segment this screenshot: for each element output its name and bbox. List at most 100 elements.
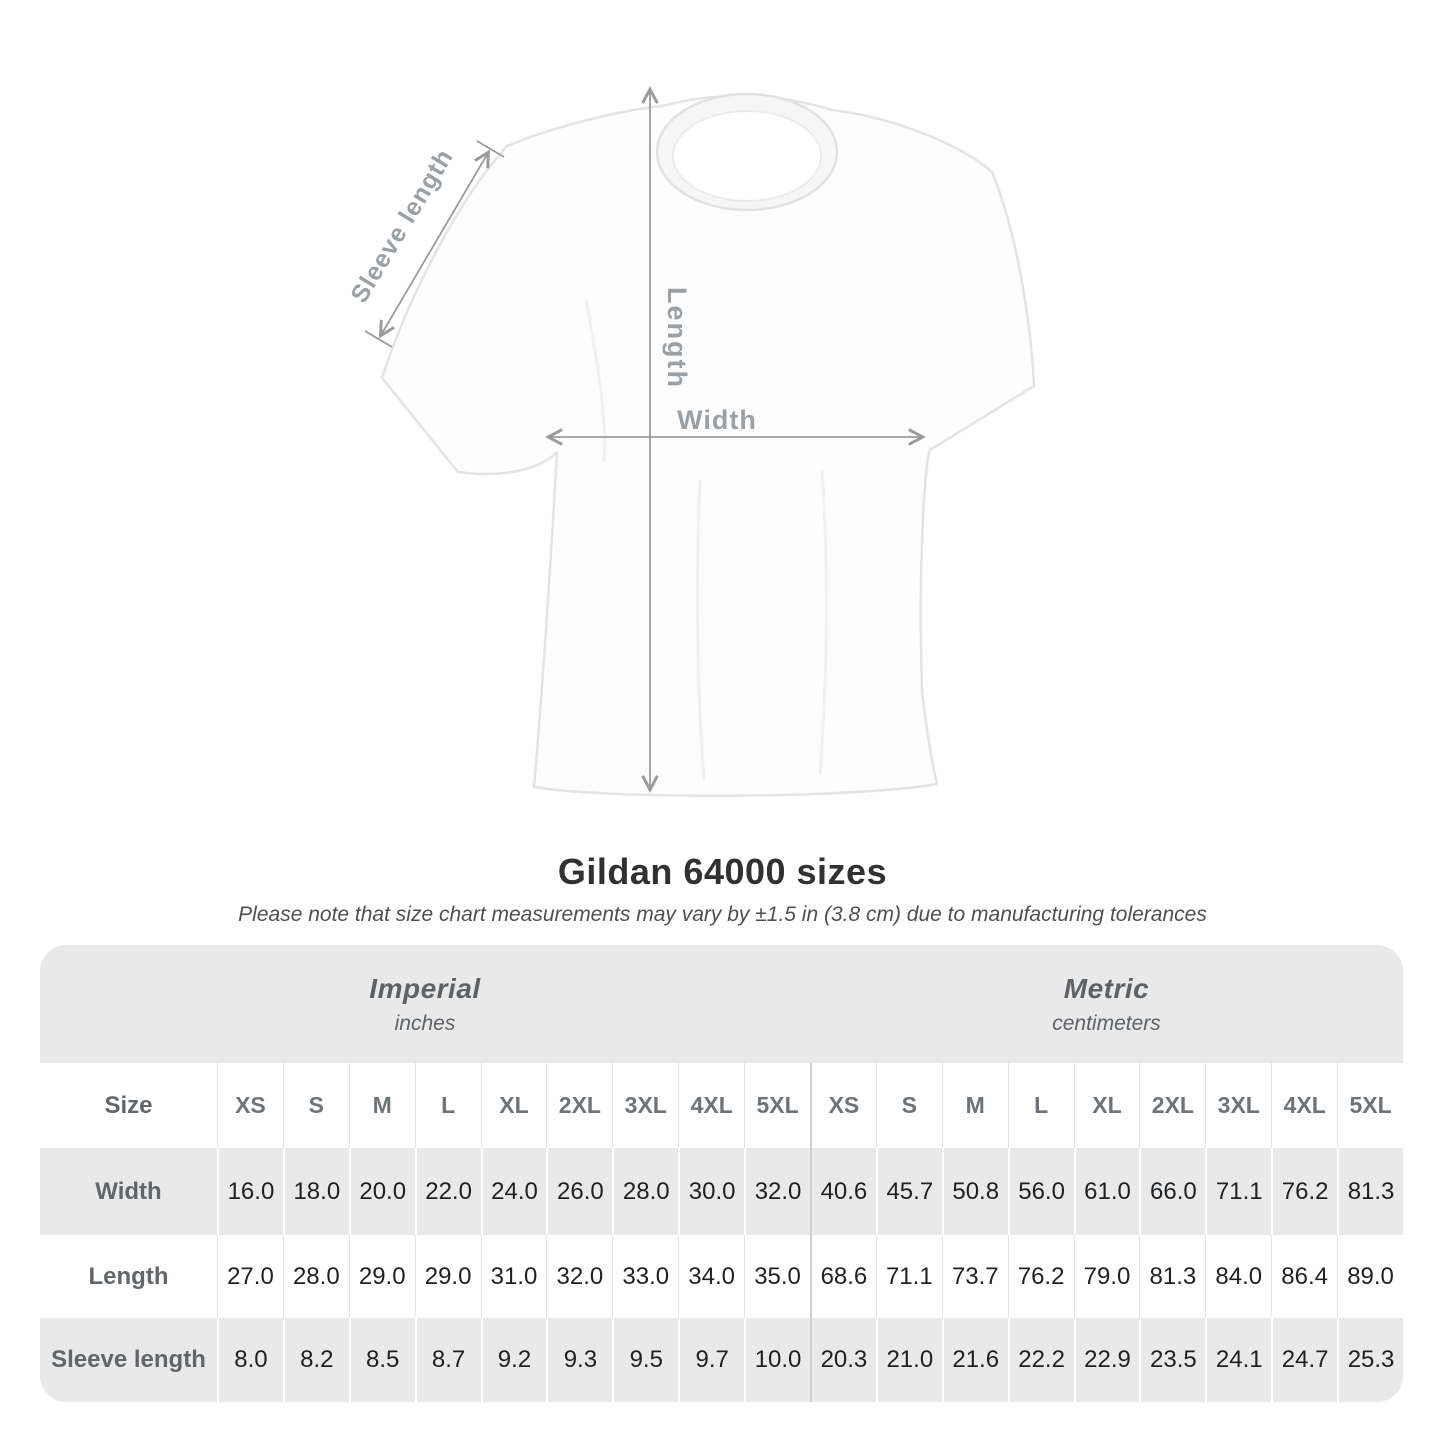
length-metric-s: 71.1 [875,1235,942,1318]
width-imperial-xs: 16.0 [217,1148,283,1235]
metric-label: Metric [1063,972,1150,1004]
collar-inner [672,110,822,202]
length-imperial-4xl: 34.0 [678,1235,744,1318]
width-imperial-s: 18.0 [282,1148,349,1235]
size-col-xs-imperial: XS [217,1063,283,1148]
tshirt-measurement-diagram: Length Width Sleeve length [330,55,1090,855]
size-col-m-imperial: M [348,1063,415,1148]
length-label: Length [662,287,692,389]
size-col-s-imperial: S [282,1063,349,1148]
size-col-xs-metric: XS [809,1063,876,1148]
length-imperial-2xl: 32.0 [546,1235,612,1318]
width-metric-4xl: 76.2 [1271,1148,1337,1235]
size-col-4xl-imperial: 4XL [678,1063,744,1148]
tshirt-illustration [380,92,1036,797]
length-metric-5xl: 89.0 [1337,1235,1403,1318]
width-imperial-xl: 24.0 [480,1148,547,1235]
width-imperial-3xl: 28.0 [612,1148,678,1235]
width-metric-xs: 40.6 [809,1148,876,1235]
length-imperial-l: 29.0 [414,1235,481,1318]
table-row-size-header: Size XS S M L XL 2XL 3XL 4XL 5XL XS S M L XL 2XL 3XL 4XL 5… [40,1063,1403,1148]
length-metric-l: 76.2 [1007,1235,1074,1318]
size-col-m-metric: M [941,1063,1008,1148]
fold-line [695,479,706,781]
length-imperial-m: 29.0 [348,1235,415,1318]
metric-group-header: Metric centimeters [810,945,1403,1063]
table-row-sleeve-length: Sleeve length 8.0 8.2 8.5 8.7 9.2 9.3 9.5 9.7 10.… [40,1318,1403,1402]
length-metric-2xl: 81.3 [1139,1235,1205,1318]
sleeve-length-metric-m: 21.6 [941,1318,1008,1402]
imperial-group-header: Imperial inches [40,945,810,1063]
width-metric-xl: 61.0 [1073,1148,1140,1235]
length-imperial-5xl: 35.0 [744,1235,810,1318]
size-col-2xl-imperial: 2XL [546,1063,612,1148]
width-imperial-m: 20.0 [348,1148,415,1235]
size-col-s-metric: S [875,1063,942,1148]
size-chart-title: Gildan 64000 sizes [557,851,888,892]
length-metric-3xl: 84.0 [1205,1235,1271,1318]
sleeve-length-row-label: Sleeve length [51,1346,206,1373]
size-col-4xl-metric: 4XL [1271,1063,1337,1148]
sleeve-length-metric-3xl: 24.1 [1205,1318,1271,1402]
size-table: Imperial inches Metric centimeters Size X… [40,945,1403,1402]
sleeve-arrow-end-tick [476,140,505,158]
sleeve-length-metric-s: 21.0 [875,1318,942,1402]
sleeve-length-imperial-2xl: 9.3 [546,1318,612,1402]
width-imperial-5xl: 32.0 [744,1148,810,1235]
sleeve-length-imperial-xl: 9.2 [480,1318,547,1402]
sleeve-length-imperial-s: 8.2 [282,1318,349,1402]
length-imperial-xl: 31.0 [480,1235,547,1318]
metric-unit: centimeters [1052,1011,1161,1035]
width-metric-s: 45.7 [875,1148,942,1235]
sleeve-length-imperial-l: 8.7 [414,1318,481,1402]
size-col-l-metric: L [1007,1063,1074,1148]
imperial-label: Imperial [369,972,481,1004]
fold-line [584,299,607,463]
sleeve-length-imperial-xs: 8.0 [217,1318,283,1402]
size-col-xl-imperial: XL [480,1063,547,1148]
size-col-5xl-imperial: 5XL [744,1063,810,1148]
sleeve-length-arrow [381,153,488,335]
sleeve-length-metric-4xl: 24.7 [1271,1318,1337,1402]
tshirt-body [380,94,1036,797]
sleeve-length-metric-l: 22.2 [1007,1318,1074,1402]
width-row-label: Width [95,1177,162,1205]
sleeve-length-imperial-5xl: 10.0 [744,1318,810,1402]
tolerance-note: Please note that size chart measurements… [238,903,1207,926]
fold-line [818,469,828,776]
length-metric-xs: 68.6 [809,1235,876,1318]
dimension-arrows [364,90,922,789]
sleeve-length-imperial-4xl: 9.7 [678,1318,744,1402]
length-row-label: Length [88,1262,169,1290]
unit-group-band: Imperial inches Metric centimeters [40,945,1403,1063]
sleeve-length-imperial-m: 8.5 [348,1318,415,1402]
width-metric-5xl: 81.3 [1337,1148,1403,1235]
width-imperial-2xl: 26.0 [546,1148,612,1235]
size-row-header: Size [104,1091,153,1119]
sleeve-length-imperial-3xl: 9.5 [612,1318,678,1402]
width-imperial-4xl: 30.0 [678,1148,744,1235]
imperial-unit: inches [394,1011,456,1035]
width-metric-3xl: 71.1 [1205,1148,1271,1235]
width-metric-2xl: 66.0 [1139,1148,1205,1235]
size-table-body: Size XS S M L XL 2XL 3XL 4XL 5XL XS S M L XL 2XL 3XL 4XL 5… [40,1063,1403,1402]
size-col-2xl-metric: 2XL [1139,1063,1205,1148]
width-label: Width [677,405,757,435]
length-metric-m: 73.7 [941,1235,1008,1318]
sleeve-length-metric-5xl: 25.3 [1337,1318,1403,1402]
width-metric-m: 50.8 [941,1148,1008,1235]
size-col-3xl-imperial: 3XL [612,1063,678,1148]
length-imperial-xs: 27.0 [217,1235,283,1318]
length-metric-xl: 79.0 [1073,1235,1140,1318]
size-col-3xl-metric: 3XL [1205,1063,1271,1148]
length-imperial-s: 28.0 [282,1235,349,1318]
size-col-l-imperial: L [414,1063,481,1148]
table-row-length: Length 27.0 28.0 29.0 29.0 31.0 32.0 33.0 34.0 35… [40,1235,1403,1318]
size-col-xl-metric: XL [1073,1063,1140,1148]
length-metric-4xl: 86.4 [1271,1235,1337,1318]
tshirt-diagram-svg: Length Width Sleeve length [345,55,1036,797]
sleeve-length-metric-xs: 20.3 [809,1318,876,1402]
sleeve-length-metric-xl: 22.9 [1073,1318,1140,1402]
sleeve-length-metric-2xl: 23.5 [1139,1318,1205,1402]
width-metric-l: 56.0 [1007,1148,1074,1235]
